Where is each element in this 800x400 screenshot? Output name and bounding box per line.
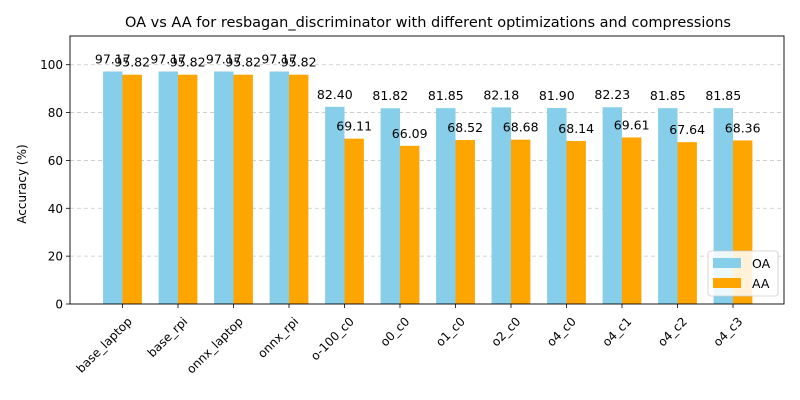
data-label-oa: 97.17: [150, 51, 186, 66]
bar-oa: [491, 107, 511, 304]
bar-aa: [400, 145, 420, 304]
bar-oa: [602, 107, 622, 305]
legend-label-oa: OA: [752, 256, 771, 271]
bar-oa: [658, 108, 678, 304]
data-label-oa: 97.17: [261, 51, 297, 66]
bar-aa: [511, 139, 531, 304]
y-tick-label: 100: [40, 58, 63, 72]
bar-aa: [289, 74, 309, 304]
chart-title: OA vs AA for resbagan_discriminator with…: [125, 15, 731, 31]
legend: OA AA: [707, 250, 779, 297]
y-tick-label: 60: [48, 154, 63, 168]
bar-oa: [269, 71, 289, 304]
data-label-oa: 82.23: [594, 87, 630, 102]
legend-swatch-oa: [713, 258, 741, 268]
data-label-aa: 95.82: [281, 55, 317, 70]
bar-aa: [455, 140, 475, 304]
bar-oa: [103, 71, 123, 304]
bar-aa: [622, 137, 642, 304]
plot-frame: [69, 35, 785, 305]
bar-oa: [547, 108, 567, 305]
y-tick-label: 20: [48, 250, 63, 264]
data-label-aa: 69.11: [336, 119, 372, 134]
data-label-oa: 81.85: [650, 88, 686, 103]
bar-oa: [325, 106, 345, 304]
data-label-oa: 97.17: [95, 51, 131, 66]
data-label-oa: 82.18: [483, 87, 519, 102]
bar-aa: [566, 140, 586, 304]
bar-oa: [158, 71, 178, 304]
data-label-oa: 82.40: [317, 87, 353, 102]
bar-aa: [344, 138, 364, 304]
data-label-aa: 68.52: [447, 120, 483, 135]
data-label-aa: 66.09: [392, 126, 428, 141]
data-label-oa: 97.17: [206, 51, 242, 66]
y-tick-label: 40: [48, 202, 63, 216]
bar-oa: [380, 108, 400, 304]
data-label-aa: 68.68: [503, 120, 539, 135]
y-axis-label: Accuracy (%): [15, 144, 29, 223]
bar-oa: [214, 71, 234, 304]
data-label-oa: 81.90: [539, 88, 575, 103]
legend-label-aa: AA: [752, 276, 770, 291]
data-label-aa: 68.14: [558, 121, 594, 136]
data-label-aa: 69.61: [614, 117, 650, 132]
y-tick-label: 0: [55, 298, 63, 312]
data-label-oa: 81.85: [428, 88, 464, 103]
data-label-aa: 95.82: [114, 55, 150, 70]
y-tick-label: 80: [48, 106, 63, 120]
data-label-aa: 68.36: [725, 120, 761, 135]
bar-aa: [233, 74, 253, 304]
legend-swatch-aa: [713, 278, 741, 288]
bar-aa: [677, 142, 697, 304]
bar-aa: [122, 74, 142, 304]
data-label-aa: 95.82: [170, 55, 206, 70]
data-label-aa: 67.64: [669, 122, 705, 137]
data-label-oa: 81.82: [372, 88, 408, 103]
data-label-oa: 81.85: [705, 88, 741, 103]
bar-oa: [436, 108, 456, 304]
data-label-aa: 95.82: [225, 55, 261, 70]
bar-aa: [178, 74, 198, 304]
